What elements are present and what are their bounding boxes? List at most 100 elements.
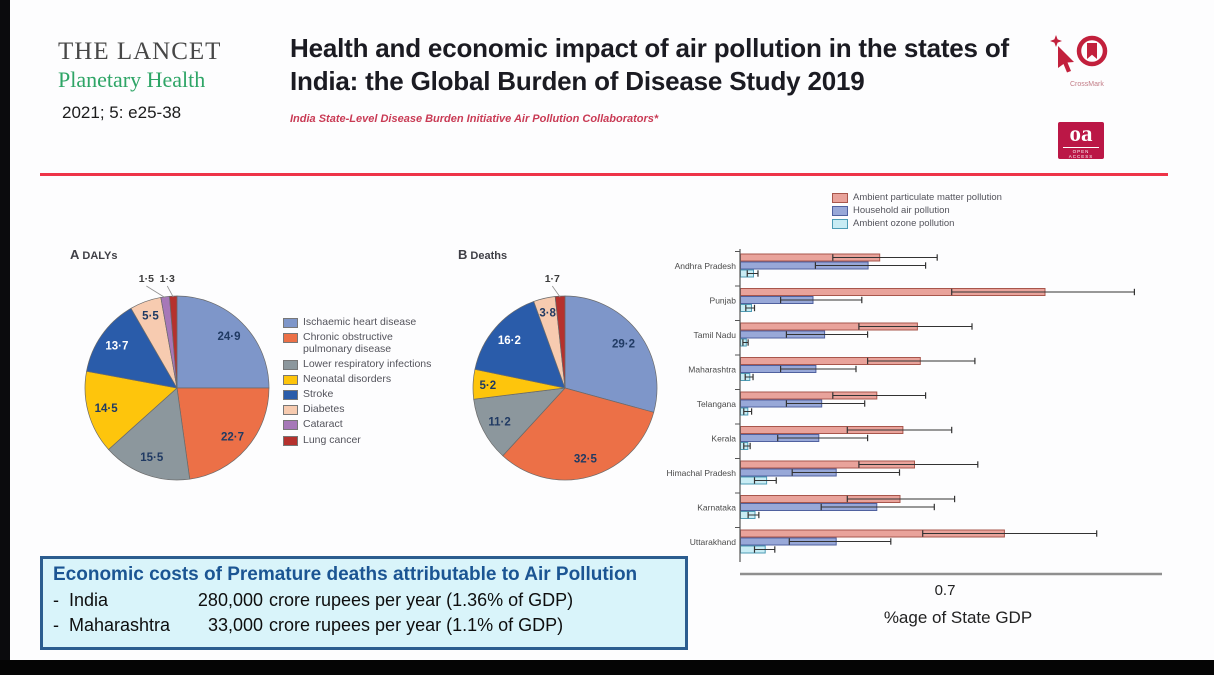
crossmark-glyph	[1050, 35, 1108, 73]
chart-text: 16·2	[498, 335, 521, 347]
legend-label: Lower respiratory infections	[303, 358, 432, 371]
chart-text: 11·2	[488, 417, 510, 429]
economic-costs-box: Economic costs of Premature deaths attri…	[40, 556, 688, 650]
legend-item: Ischaemic heart disease	[283, 316, 443, 328]
bullet-dash: -	[53, 590, 59, 610]
title-block: Health and economic impact of air pollut…	[290, 32, 1050, 125]
legend-swatch-household-air	[832, 205, 848, 216]
slide: THE LANCET Planetary Health 2021; 5: e25…	[10, 0, 1214, 660]
economic-row-amount: 280,000	[197, 590, 263, 610]
legend-item: Lung cancer	[283, 434, 443, 446]
chart-text: Tamil Nadu	[693, 330, 736, 340]
chart-text: Telangana	[697, 399, 737, 409]
panel-dalys: A DALYs 24·9 22·7 15·5 14·5 13·7 5·5 1·5 1·3	[62, 244, 294, 489]
legend-item: Ambient ozone pollution	[832, 218, 1002, 229]
economic-row-detail: crore rupees per year (1.1% of GDP)	[269, 615, 564, 635]
chart-text: 32·5	[574, 454, 598, 466]
chart-text: Kerala	[711, 434, 736, 444]
legend-swatch-ischaemic-heart-disease	[283, 318, 298, 328]
legend-label: Chronic obstructive pulmonary disease	[303, 331, 393, 356]
chart-text: 14·5	[95, 403, 119, 415]
crossmark-label: CrossMark	[1070, 81, 1104, 88]
legend-item: Household air pollution	[832, 205, 1002, 216]
label-leader-line	[166, 285, 174, 298]
legend-item: Neonatal disorders	[283, 373, 443, 386]
chart-text: Uttarakhand	[690, 537, 737, 547]
dalys-pie-chart: 24·9 22·7 15·5 14·5 13·7 5·5 1·5 1·3	[84, 273, 270, 481]
legend-label: Diabetes	[303, 403, 345, 416]
pie-slice-neonatal-disorders	[84, 370, 178, 450]
legend-item: Chronic obstructive pulmonary disease	[283, 331, 443, 355]
legend-item: Diabetes	[283, 403, 443, 416]
legend-swatch-lower-respiratory-infections	[283, 360, 298, 371]
legend-item: Lower respiratory infections	[283, 358, 443, 371]
citation: 2021; 5: e25-38	[62, 103, 182, 122]
pie-slice-lower-respiratory-infections	[473, 387, 566, 457]
chart-text: 1·3	[160, 273, 175, 285]
label-leader-line	[551, 285, 561, 298]
economic-costs-title: Economic costs of Premature deaths attri…	[53, 564, 638, 585]
header-badges: CrossMark oa OPEN ACCESS	[1048, 34, 1138, 159]
legend-label: Ambient particulate matter pollution	[853, 192, 1002, 203]
state-gdp-bar-chart: Ambient particulate matter pollution Hou…	[640, 192, 1214, 654]
journal-subtitle: Planetary Health	[58, 67, 206, 92]
panel-deaths: B Deaths 29·2 32·5 11·2 5·2 16·2 3·8 1·7	[450, 244, 682, 489]
chart-text: 24·9	[218, 331, 241, 343]
legend-label: Stroke	[303, 388, 334, 401]
lancet-wordmark: THE LANCET	[58, 38, 222, 65]
pie-slice-stroke	[86, 307, 178, 389]
chart-text: 1·5	[139, 273, 154, 285]
pie-slice-stroke	[474, 301, 566, 389]
chart-text: 5·5	[142, 310, 159, 322]
deaths-pie-chart: 29·2 32·5 11·2 5·2 16·2 3·8 1·7	[472, 273, 658, 481]
oa-text: oa	[1069, 121, 1093, 146]
oa-subtext: OPEN ACCESS	[1063, 147, 1099, 159]
legend-swatch-lung-cancer	[283, 435, 298, 446]
pie-slice-ischaemic-heart-disease	[564, 295, 658, 413]
crossmark-icon[interactable]: CrossMark	[1048, 34, 1126, 88]
legend-item: Cataract	[283, 418, 443, 431]
pie-slice-chronic-obstructive-pulmonary-disease	[176, 387, 270, 480]
authors-byline: India State-Level Disease Burden Initiat…	[290, 112, 659, 125]
panel-b-title: B Deaths	[458, 246, 507, 264]
legend-swatch-neonatal-disorders	[283, 375, 298, 386]
chart-text: 3·8	[539, 308, 556, 320]
legend-item: Stroke	[283, 388, 443, 401]
panel-name: Deaths	[470, 250, 508, 262]
panel-letter: B	[458, 247, 468, 262]
paper-title: Health and economic impact of air pollut…	[290, 33, 1009, 97]
pie-slice-lung-cancer	[554, 295, 566, 389]
economic-row-india: - India 280,000 crore rupees per year (1…	[53, 590, 675, 611]
pie-slice-lower-respiratory-infections	[108, 387, 191, 481]
header-divider	[40, 173, 1168, 176]
chart-text: 5·2	[479, 380, 496, 392]
chart-text: Maharashtra	[688, 365, 736, 375]
chart-text: Andhra Pradesh	[675, 261, 737, 271]
legend-swatch-cataract	[283, 420, 298, 431]
pie-slice-lung-cancer	[169, 295, 178, 389]
chart-text: Himachal Pradesh	[667, 468, 737, 478]
chart-text: 1·7	[545, 273, 560, 285]
economic-row-label: Maharashtra	[69, 615, 171, 635]
x-axis-title: %age of State GDP	[883, 608, 1033, 627]
bottom-black-band	[0, 660, 1214, 675]
pollution-source-legend: Ambient particulate matter pollution Hou…	[832, 192, 1002, 231]
economic-row-amount: 33,000	[207, 615, 263, 635]
economic-row-maharashtra: - Maharashtra 33,000 crore rupees per ye…	[53, 615, 675, 636]
economic-row-detail: crore rupees per year (1.36% of GDP)	[269, 590, 574, 610]
bar-chart-plot: Andhra Pradesh Punjab Tamil Nadu Maharashtr…	[667, 249, 1162, 576]
pie-slice-ischaemic-heart-disease	[176, 295, 270, 389]
chart-text: 29·2	[612, 338, 635, 350]
legend-label: Lung cancer	[303, 433, 361, 446]
pie-slice-chronic-obstructive-pulmonary-disease	[502, 387, 655, 481]
label-leader-line	[146, 285, 166, 299]
legend-label: Ischaemic heart disease	[303, 316, 417, 328]
chart-text: Karnataka	[697, 503, 736, 513]
legend-label: Ambient ozone pollution	[853, 218, 955, 229]
x-axis-tick-label: 0.7	[934, 582, 956, 599]
legend-swatch-copd	[283, 333, 298, 344]
legend-swatch-stroke	[283, 390, 298, 401]
open-access-badge[interactable]: oa OPEN ACCESS	[1058, 122, 1104, 159]
chart-text: Punjab	[710, 296, 737, 306]
